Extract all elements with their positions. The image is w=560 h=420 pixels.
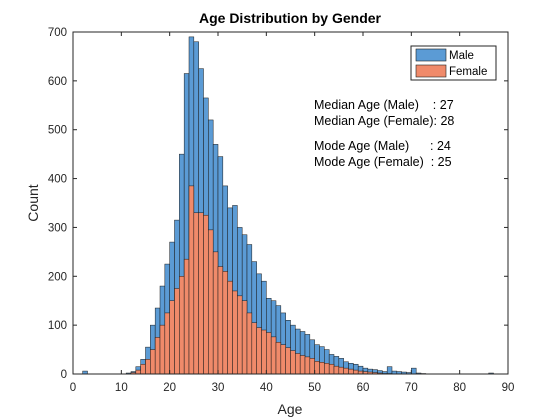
legend-swatch-female (415, 64, 447, 78)
x-tick-label: 90 (502, 382, 515, 394)
x-tick-label: 20 (163, 382, 176, 394)
x-tick-label: 40 (260, 382, 273, 394)
female-bar (280, 344, 286, 375)
median-male-text: Median Age (Male) : 27 (314, 98, 454, 112)
y-tick-label: 700 (48, 27, 67, 39)
female-bar (328, 363, 335, 375)
female-bar (324, 363, 330, 375)
female-bar (140, 363, 146, 375)
female-bar (338, 366, 344, 375)
female-bar (314, 361, 320, 375)
female-bar (212, 251, 219, 375)
x-tick-label: 10 (115, 382, 128, 394)
legend-label-male: Male (449, 50, 474, 62)
x-tick-label: 60 (357, 382, 370, 394)
mode-male-text: Mode Age (Male) : 24 (314, 139, 451, 153)
legend: Male Female (410, 45, 497, 81)
x-tick-label: 50 (308, 382, 321, 394)
female-bar (198, 212, 204, 375)
female-bar (266, 332, 272, 375)
female-bar (348, 368, 354, 375)
x-tick-label: 80 (453, 382, 466, 394)
female-bar (188, 185, 195, 375)
female-bar (290, 350, 296, 375)
y-tick-label: 400 (48, 174, 67, 186)
mode-female-text: Mode Age (Female) : 25 (314, 155, 452, 169)
x-tick-label: 30 (212, 382, 225, 394)
female-bar (183, 258, 190, 375)
female-bar (275, 341, 282, 375)
female-bar (227, 280, 233, 375)
female-bar (299, 355, 306, 375)
x-axis-ticks: 0 10 20 30 40 50 60 70 80 90 (70, 32, 515, 394)
female-bar (261, 329, 267, 375)
male-bar (386, 366, 393, 375)
y-tick-label: 200 (48, 271, 67, 283)
y-tick-label: 300 (48, 222, 67, 234)
female-bar (222, 271, 228, 375)
x-axis-label: Age (278, 401, 303, 417)
x-tick-label: 70 (405, 382, 418, 394)
chart-title: Age Distribution by Gender (199, 10, 382, 26)
median-female-text: Median Age (Female): 28 (314, 114, 454, 128)
female-bar (295, 353, 301, 375)
female-bar (232, 290, 238, 375)
male-bars (82, 36, 494, 375)
female-bar (203, 214, 209, 375)
female-bar (150, 349, 156, 375)
female-bar (217, 266, 224, 375)
female-bar (353, 369, 359, 375)
y-axis-ticks: 0 100 200 300 400 500 600 700 (48, 27, 508, 381)
y-tick-label: 0 (61, 369, 67, 381)
y-tick-label: 600 (48, 76, 67, 88)
y-axis-label: Count (25, 184, 41, 221)
plot-area-frame (72, 31, 509, 375)
y-tick-label: 500 (48, 125, 67, 137)
female-bar (174, 288, 180, 375)
female-bar (208, 229, 214, 375)
male-bar (411, 367, 417, 375)
female-bar (193, 212, 199, 375)
y-tick-label: 100 (48, 320, 67, 332)
female-bar (164, 312, 170, 375)
female-bar (343, 367, 349, 375)
female-bar (309, 358, 315, 375)
statistics-annotation: Median Age (Male) : 27 Median Age (Femal… (314, 98, 454, 169)
female-bar (285, 347, 291, 375)
female-bar (319, 362, 325, 375)
female-bar (256, 327, 262, 375)
x-tick-label: 0 (70, 382, 76, 394)
female-bar (241, 300, 248, 375)
female-bar (179, 276, 185, 375)
female-bar (145, 359, 151, 375)
female-bar (333, 365, 340, 375)
female-bar (304, 356, 311, 375)
female-bar (169, 300, 175, 375)
legend-swatch-male (415, 48, 447, 62)
female-bar (135, 369, 141, 375)
female-bar (246, 312, 253, 375)
legend-label-female: Female (449, 66, 487, 78)
female-bar (237, 295, 243, 375)
female-bar (270, 336, 277, 375)
female-bar (251, 322, 257, 375)
female-bar (159, 324, 166, 375)
female-bar (154, 337, 161, 375)
